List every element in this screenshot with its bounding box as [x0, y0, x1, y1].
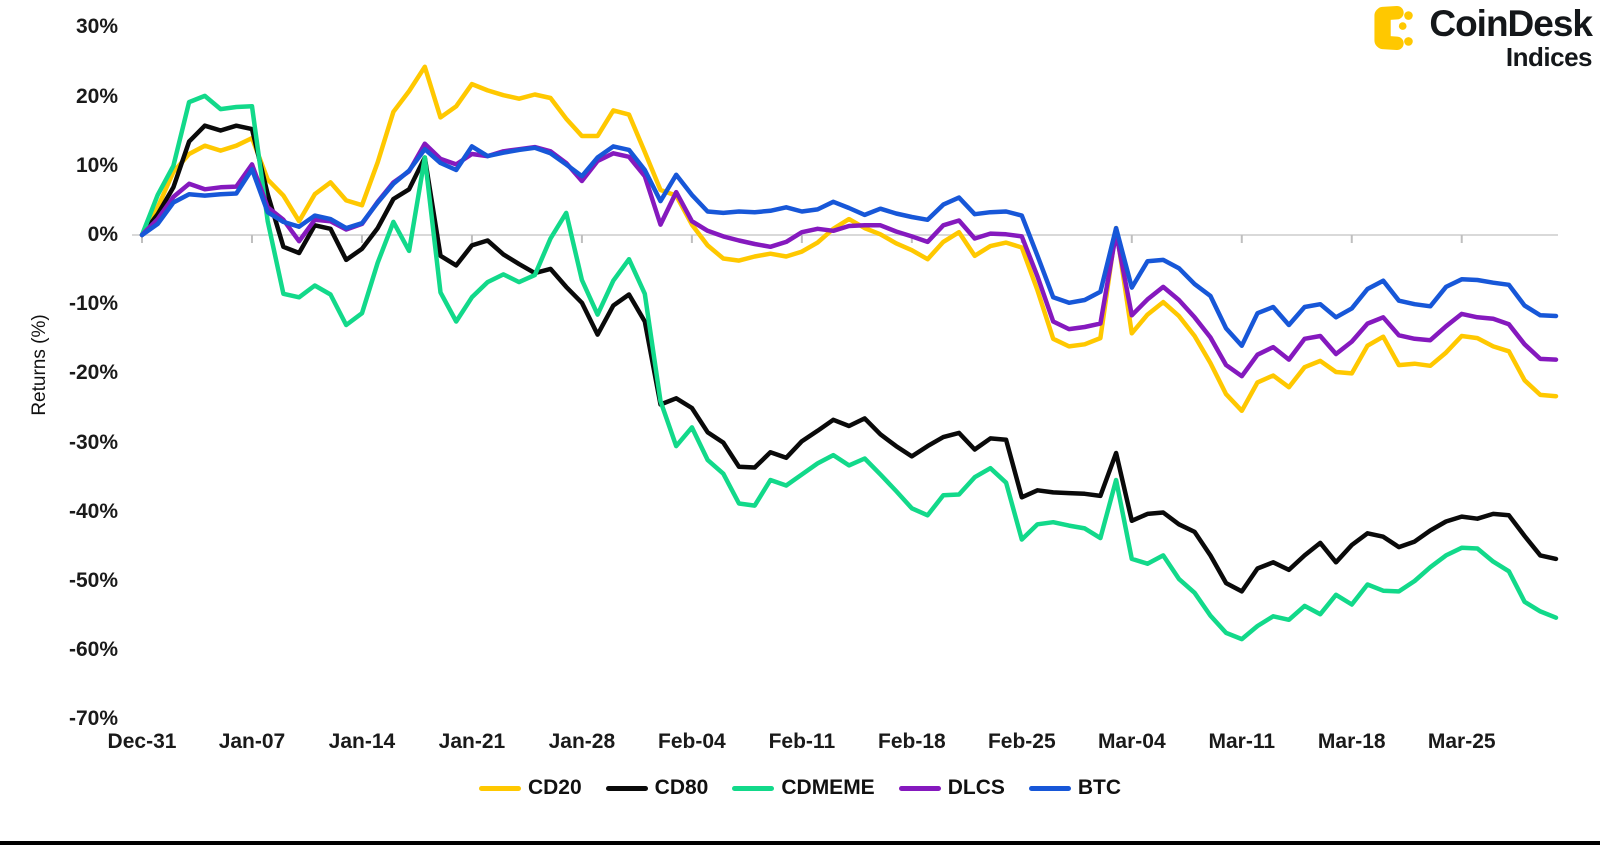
series-line-btc: [139, 144, 1559, 348]
legend-item-btc: BTC: [1028, 776, 1122, 800]
series-line-cd80: [139, 123, 1559, 594]
logo-dot: [1399, 22, 1407, 30]
legend-swatch-icon: [898, 785, 941, 791]
legend-label: DLCS: [947, 776, 1005, 799]
x-tick-label: Mar-25: [1427, 730, 1496, 753]
y-tick-label: -50%: [68, 569, 118, 592]
legend-swatch-icon: [478, 785, 521, 791]
legend-item-cd20: CD20: [478, 776, 582, 800]
logo-dot: [1376, 35, 1405, 51]
x-tick-label: Feb-11: [768, 730, 836, 753]
legend-swatch-icon: [732, 785, 775, 791]
x-tick-label: Mar-11: [1208, 730, 1276, 753]
x-tick-label: Feb-25: [987, 730, 1056, 753]
legend-label: CDMEME: [781, 776, 875, 799]
y-tick-label: -70%: [68, 707, 118, 731]
x-tick-label: Feb-18: [878, 730, 946, 753]
logo-dot: [1376, 5, 1405, 21]
y-tick-label: 0%: [87, 223, 118, 246]
y-tick-label: -30%: [68, 430, 118, 454]
brand-subtitle: Indices: [1505, 42, 1593, 72]
legend-label: BTC: [1077, 776, 1122, 799]
legend-item-cdmeme: CDMEME: [732, 776, 875, 800]
x-tick-label: Jan-21: [438, 730, 506, 753]
chart-legend: CD20 CD80 CDMEME DLCS BTC: [0, 776, 1600, 800]
logo-dot: [1404, 11, 1414, 20]
y-tick-label: 20%: [75, 84, 118, 108]
y-tick-label: -20%: [68, 361, 118, 385]
series-line-dlcs: [139, 141, 1559, 379]
y-tick-label: 30%: [75, 15, 118, 39]
legend-swatch-icon: [605, 785, 648, 791]
legend-item-dlcs: DLCS: [898, 776, 1005, 800]
x-tick-label: Mar-04: [1097, 730, 1166, 753]
y-tick-label: 10%: [75, 153, 118, 177]
x-tick-label: Jan-14: [328, 730, 396, 753]
y-tick-label: -40%: [68, 499, 118, 523]
x-tick-label: Jan-07: [218, 730, 286, 753]
legend-label: CD80: [654, 776, 709, 799]
brand-name: CoinDesk: [1429, 3, 1593, 44]
logo-dot: [1404, 37, 1414, 46]
x-tick-label: Mar-18: [1317, 730, 1386, 753]
legend-swatch-icon: [1028, 785, 1071, 791]
x-tick-label: Dec-31: [107, 730, 177, 753]
coindesk-indices-logo: CoinDesk Indices: [1373, 3, 1593, 72]
series-line-cdmeme: [139, 93, 1559, 642]
series-line-cd20: [139, 64, 1559, 414]
y-tick-label: -60%: [68, 638, 118, 662]
legend-item-cd80: CD80: [605, 776, 709, 800]
bottom-divider: [0, 841, 1600, 845]
legend-label: CD20: [527, 776, 582, 799]
coindesk-dots-icon: [1374, 5, 1414, 51]
y-tick-label: -10%: [68, 292, 118, 316]
x-tick-label: Jan-28: [548, 730, 616, 753]
x-tick-label: Feb-04: [658, 730, 726, 753]
